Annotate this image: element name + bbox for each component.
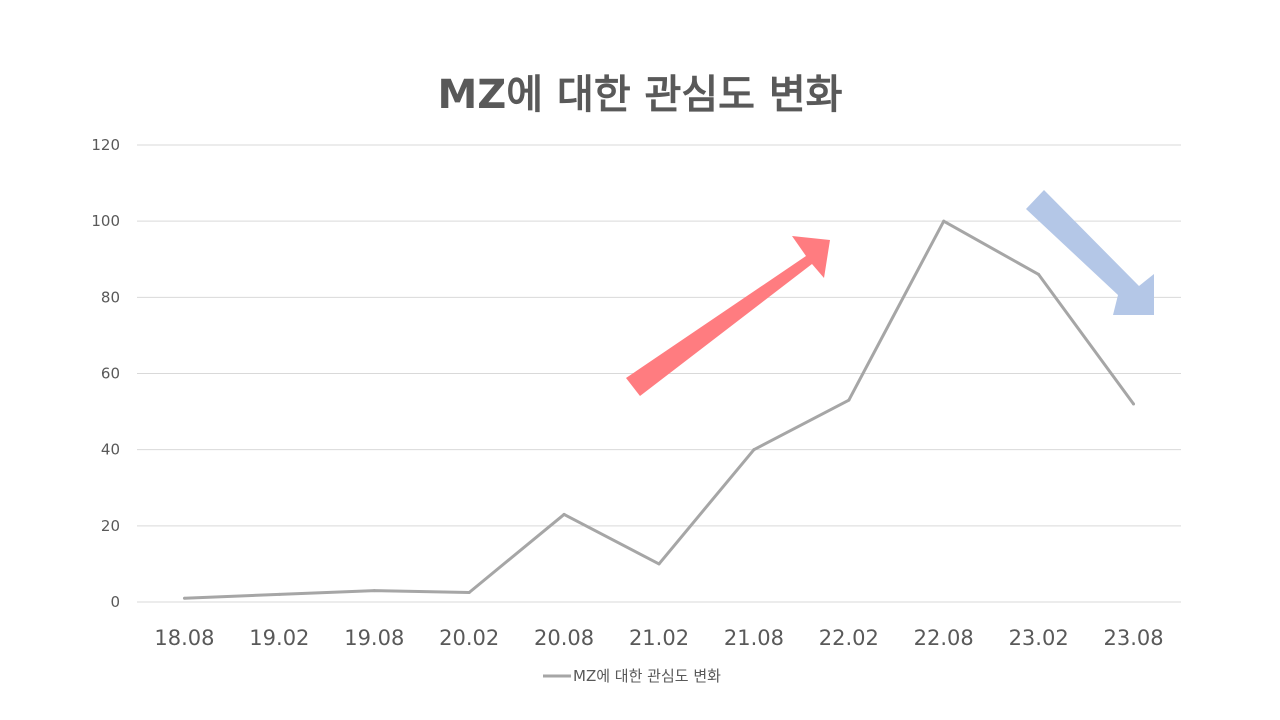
x-tick-label: 22.08 [914, 626, 974, 650]
data-point [657, 562, 661, 566]
data-point [467, 590, 471, 594]
y-tick-label: 40 [101, 441, 120, 459]
x-tick-label: 21.08 [724, 626, 784, 650]
x-tick-label: 21.02 [629, 626, 689, 650]
x-tick-label: 20.08 [534, 626, 594, 650]
y-tick-label: 120 [91, 136, 120, 154]
data-point [847, 398, 851, 402]
x-tick-label: 19.02 [249, 626, 309, 650]
x-tick-label: 22.02 [819, 626, 879, 650]
data-point [182, 596, 186, 600]
data-point [277, 592, 281, 596]
y-tick-label: 60 [101, 365, 120, 383]
x-tick-label: 23.02 [1009, 626, 1069, 650]
y-tick-label: 100 [91, 212, 120, 230]
series-line [184, 219, 1135, 600]
chart-title: MZ에 대한 관심도 변화 [438, 72, 843, 118]
legend-label: MZ에 대한 관심도 변화 [573, 667, 721, 685]
data-point [1037, 272, 1041, 276]
x-tick-label: 20.02 [439, 626, 499, 650]
y-axis-tick-labels: 0 20 40 60 80 100 120 [91, 136, 120, 611]
trend-down-arrow-icon [1026, 190, 1154, 315]
data-point [942, 219, 946, 223]
x-tick-label: 23.08 [1103, 626, 1163, 650]
legend: MZ에 대한 관심도 변화 [543, 667, 721, 685]
y-tick-label: 0 [110, 593, 120, 611]
x-tick-label: 18.08 [154, 626, 214, 650]
data-point [1132, 402, 1136, 406]
data-point [372, 589, 376, 593]
x-axis-tick-labels: 18.08 19.02 19.08 20.02 20.08 21.02 21.08 22.02… [154, 626, 1163, 650]
data-point [562, 512, 566, 516]
series-layer [182, 219, 1136, 600]
gridlines [137, 144, 1181, 603]
trend-up-arrow-icon [626, 236, 830, 396]
x-tick-label: 19.08 [344, 626, 404, 650]
y-tick-label: 20 [101, 517, 120, 535]
data-point [752, 448, 756, 452]
y-tick-label: 80 [101, 288, 120, 306]
